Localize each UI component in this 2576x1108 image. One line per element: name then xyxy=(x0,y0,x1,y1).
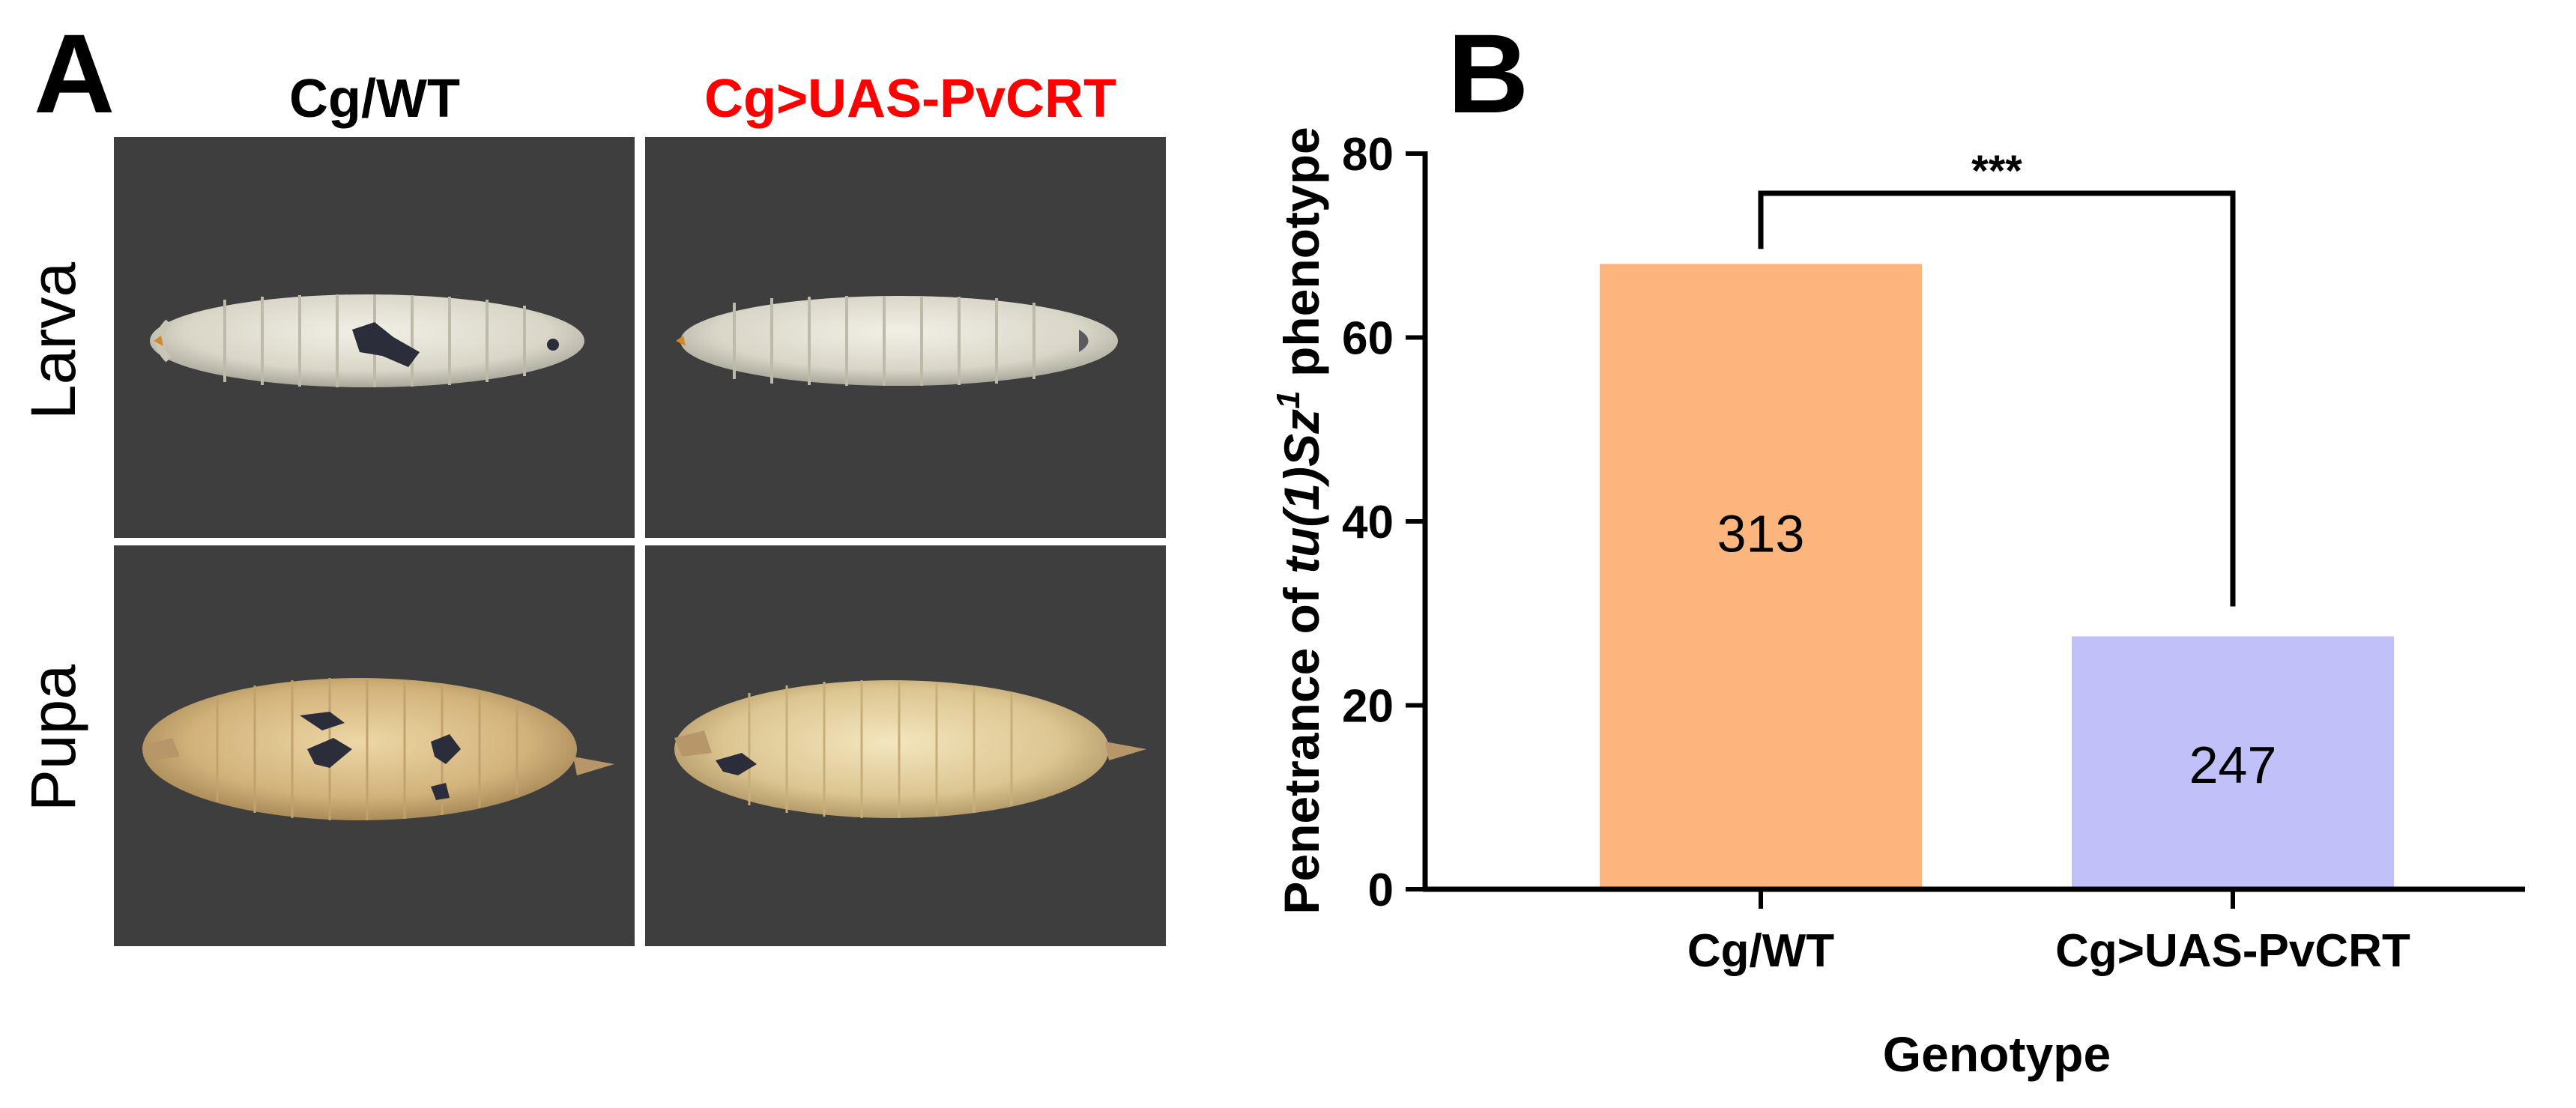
x-tick-label-1: Cg>UAS-PvCRT xyxy=(2055,925,2410,977)
row-label-larva: Larva xyxy=(18,262,88,420)
photo-larva-wt xyxy=(114,137,635,538)
bar-0 xyxy=(1600,264,1922,889)
y-tick-label-60: 60 xyxy=(1342,313,1394,365)
photo-larva-pvcrt xyxy=(645,137,1166,538)
y-axis-title: Penetrance of tu(1)Sz1 phenotype xyxy=(1270,127,1329,914)
bar-value-label-1: 247 xyxy=(2189,736,2277,794)
y-tick-label-20: 20 xyxy=(1342,681,1394,733)
photo-pupa-wt xyxy=(114,545,635,946)
bar-1 xyxy=(2072,636,2394,889)
panel-letter-b: B xyxy=(1448,10,1529,136)
y-tick-label-0: 0 xyxy=(1368,865,1394,916)
bar-chart: 313 247 0 20 40 60 80 Cg/WT Cg>UAS-PvCRT Genotype… xyxy=(1270,127,2525,1082)
bar-value-label-0: 313 xyxy=(1717,504,1805,563)
panel-letter-a: A xyxy=(34,10,115,136)
y-tick-label-80: 80 xyxy=(1342,129,1394,181)
significance-label: *** xyxy=(1971,147,2022,196)
column-header-pvcrt: Cg>UAS-PvCRT xyxy=(704,69,1116,129)
row-label-pupa: Pupa xyxy=(18,665,88,811)
photo-pupa-pvcrt xyxy=(645,545,1166,946)
y-tick-label-40: 40 xyxy=(1342,497,1394,548)
x-tick-label-0: Cg/WT xyxy=(1687,925,1834,977)
column-header-wt: Cg/WT xyxy=(289,69,460,129)
x-axis-title: Genotype xyxy=(1883,1026,2111,1082)
significance-bracket xyxy=(1758,190,2236,607)
